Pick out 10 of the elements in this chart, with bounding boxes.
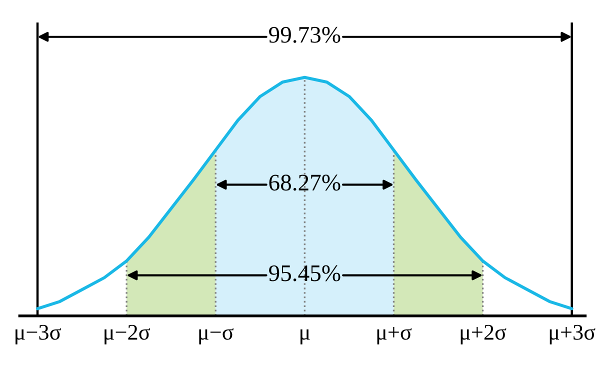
x-tick-label: μ+σ [377,327,412,344]
x-tick-label: μ−3σ [16,324,61,344]
x-tick-label: μ [300,329,310,344]
x-tick-label: μ−σ [199,328,234,344]
annotation: 95.45% [269,265,340,282]
annotation: 68.27% [269,174,340,191]
x-tick-label: μ+3σ [550,324,596,344]
x-tick-label: μ−2σ [104,324,150,344]
text: 99.73% [269,26,340,43]
x-tick-label: μ+2σ [460,324,506,344]
